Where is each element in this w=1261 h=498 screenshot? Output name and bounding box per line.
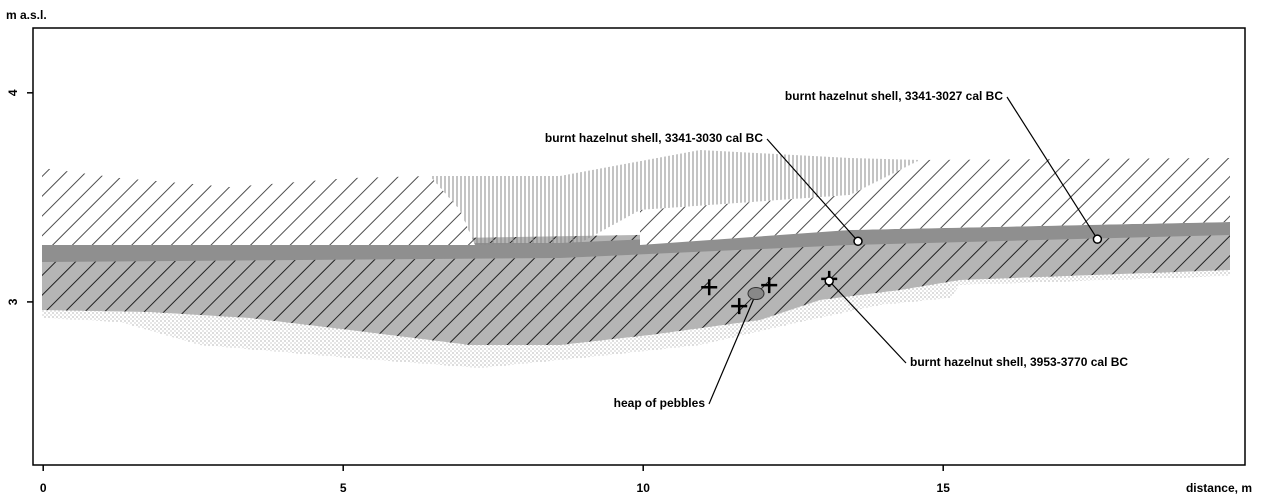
x-tick-label: 5: [340, 481, 347, 495]
find-cross: [761, 277, 778, 294]
sample-point: [824, 276, 834, 286]
x-axis-label: distance, m: [1186, 481, 1252, 495]
y-tick-label: 4: [6, 89, 20, 96]
y-tick-label: 3: [6, 298, 20, 305]
sample-point: [853, 236, 863, 247]
pebble-heap: [747, 287, 765, 301]
x-tick-label: 15: [937, 481, 951, 495]
layers: [42, 150, 1230, 368]
annotation-label: burnt hazelnut shell, 3341-3027 cal BC: [785, 89, 1003, 103]
plot-frame: [32, 27, 1246, 466]
leader-line: [1006, 96, 1098, 240]
find-cross: [701, 279, 718, 296]
x-tick-label: 0: [40, 481, 47, 495]
annotation-label: heap of pebbles: [614, 396, 706, 410]
gray-band: [42, 222, 1230, 262]
upper-right-hatch: [640, 158, 1230, 245]
sample-point: [1092, 234, 1103, 244]
y-axis-label: m a.s.l.: [6, 8, 47, 22]
x-tick-label: 10: [637, 481, 651, 495]
leader-line: [828, 280, 907, 364]
find-cross: [731, 298, 748, 315]
annotation-label: burnt hazelnut shell, 3341-3030 cal BC: [545, 131, 763, 145]
leader-line: [708, 293, 757, 405]
upper-left-hatch: [42, 168, 475, 245]
leader-line: [766, 138, 859, 242]
annotation-label: burnt hazelnut shell, 3953-3770 cal BC: [910, 355, 1128, 369]
